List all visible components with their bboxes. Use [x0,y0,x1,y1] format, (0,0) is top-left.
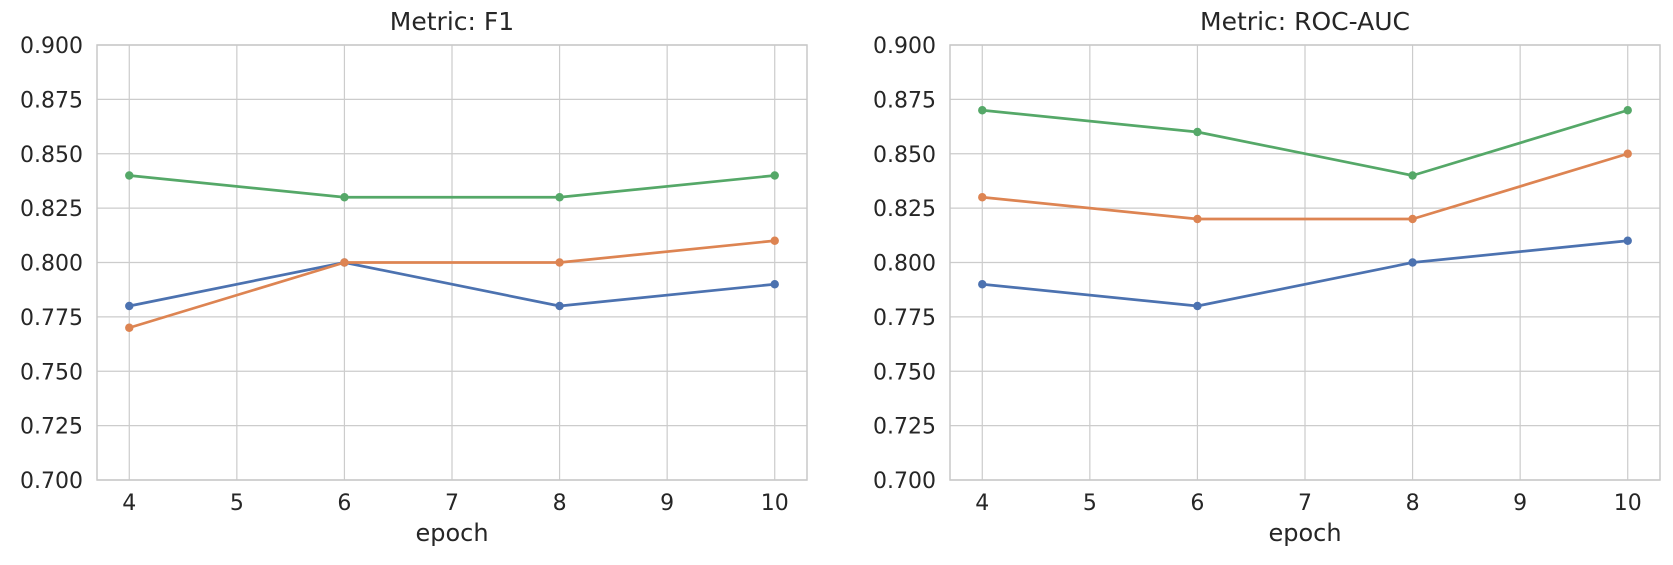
y-tick-label: 0.825 [873,197,936,222]
blue-series-marker [1193,301,1202,311]
y-tick-label: 0.725 [20,415,83,440]
x-tick-label: 5 [230,491,244,516]
green-series-marker [340,193,349,202]
blue-series-marker [770,280,779,289]
green-series-line [127,174,777,199]
blue-series-line [980,239,1630,308]
blue-series-line [127,261,777,308]
axes-spine [96,44,808,481]
green-series-marker [555,193,564,202]
x-tick-label: 8 [553,491,567,516]
orange-series-marker [1193,214,1202,224]
x-tick-label: 9 [660,491,674,516]
blue-series-marker [125,301,134,311]
x-tick-label: 6 [337,491,351,516]
orange-series-marker [978,193,987,202]
x-tick-label: 10 [761,491,789,516]
y-tick-label: 0.850 [20,143,83,168]
green-series-marker [1193,127,1202,137]
x-tick-label: 4 [122,491,136,516]
y-tick-label: 0.775 [873,306,936,331]
tick-labels: 4 5 6 7 8 9 10 0.700 0.725 0.750 0.775 0.800 0.825 0.… [873,34,1642,516]
orange-series-marker [770,236,779,245]
x-tick-label: 6 [1190,491,1204,516]
orange-series-marker [125,323,134,332]
tick-labels: 4 5 6 7 8 9 10 0.700 0.725 0.750 0.775 0.800 0.825 0.… [20,34,789,516]
green-series-marker [1408,171,1417,180]
y-tick-label: 0.700 [20,469,83,494]
x-tick-label: 8 [1406,491,1420,516]
green-series-marker [1623,106,1632,115]
y-tick-label: 0.850 [873,143,936,168]
y-tick-label: 0.800 [873,252,936,277]
blue-series-marker [555,301,564,311]
x-tick-label: 4 [975,491,989,516]
x-tick-label: 10 [1614,491,1642,516]
y-tick-label: 0.725 [873,415,936,440]
blue-series-marker [1408,258,1417,267]
axes-border [949,44,1661,481]
orange-series-marker [555,258,564,267]
subplot-roc-auc: 4 5 6 7 8 9 10 0.700 0.725 0.750 0.775 0.800 0.825 0.… [873,7,1661,547]
series-group [978,106,1632,311]
y-tick-label: 0.775 [20,306,83,331]
y-tick-label: 0.700 [873,469,936,494]
green-series-marker [125,171,134,180]
axes-spine [949,44,1661,481]
chart-title: Metric: ROC-AUC [1200,7,1410,36]
y-tick-label: 0.875 [873,88,936,113]
grid [950,44,1660,481]
subplot-f1: 4 5 6 7 8 9 10 0.700 0.725 0.750 0.775 0.800 0.825 0.… [20,7,808,547]
x-axis-label: epoch [1268,519,1341,547]
green-series-marker [978,106,987,115]
axes-border [96,44,808,481]
x-tick-label: 9 [1513,491,1527,516]
x-tick-label: 5 [1083,491,1097,516]
chart-title: Metric: F1 [390,7,514,36]
orange-series-marker [1408,214,1417,224]
y-tick-label: 0.875 [20,88,83,113]
y-tick-label: 0.750 [20,360,83,385]
y-tick-label: 0.900 [873,34,936,59]
green-series-marker [770,171,779,180]
blue-series-marker [1623,236,1632,245]
orange-series-marker [1623,149,1632,158]
orange-series-line [127,239,777,330]
y-tick-label: 0.800 [20,252,83,277]
x-axis-label: epoch [415,519,488,547]
y-tick-label: 0.750 [873,360,936,385]
series-group [125,171,779,332]
y-tick-label: 0.900 [20,34,83,59]
orange-series-line [980,152,1630,221]
x-tick-label: 7 [445,491,459,516]
x-tick-label: 7 [1298,491,1312,516]
grid [97,44,807,481]
blue-series-marker [978,280,987,289]
green-series-line [980,108,1630,177]
y-tick-label: 0.825 [20,197,83,222]
orange-series-marker [340,258,349,267]
